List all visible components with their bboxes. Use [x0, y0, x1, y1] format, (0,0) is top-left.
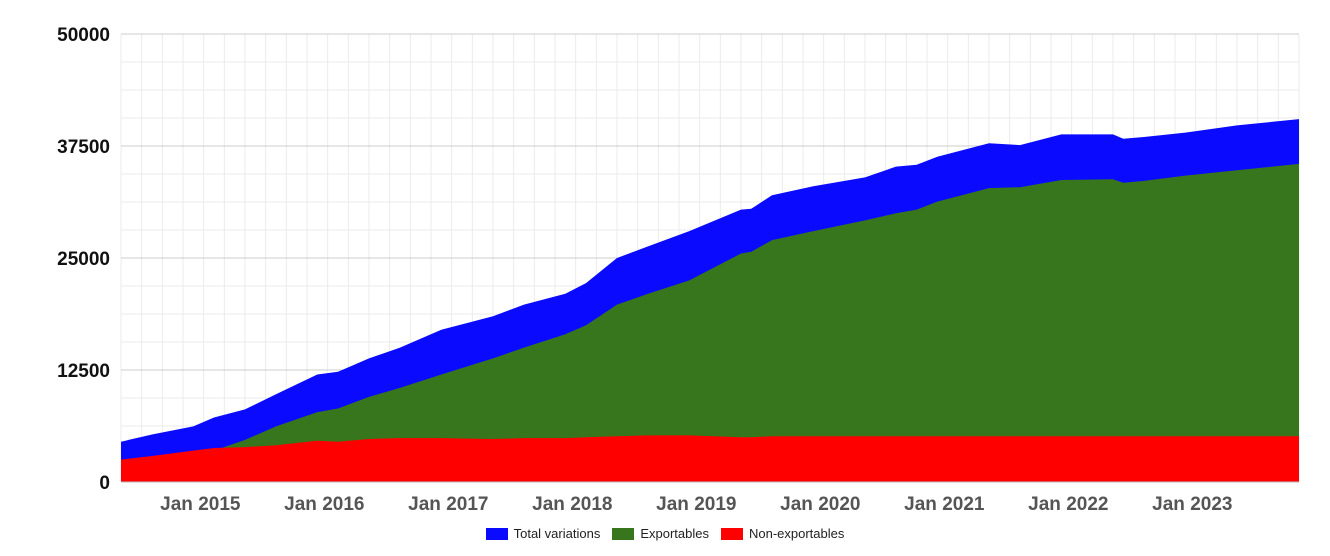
x-tick-label: Jan 2020 — [780, 494, 860, 515]
x-axis: Jan 2015 Jan 2016 Jan 2017 Jan 2018 Jan 2019… — [160, 494, 1232, 515]
x-tick-label: Jan 2017 — [408, 494, 488, 515]
area-exportables — [121, 163, 1299, 482]
x-tick-label: Jan 2015 — [160, 494, 241, 515]
legend-label-non-exportables: Non-exportables — [748, 526, 845, 541]
x-tick-label: Jan 2022 — [1028, 494, 1108, 515]
legend-swatch-non-exportables — [720, 527, 743, 540]
series-areas — [121, 119, 1299, 482]
x-tick-label: Jan 2023 — [1152, 494, 1232, 515]
legend-item-total-variations[interactable]: Total variations — [485, 526, 601, 541]
legend-label-total-variations: Total variations — [513, 526, 601, 541]
legend-swatch-total-variations — [485, 527, 508, 540]
y-axis: 0 12500 25000 37500 50000 — [57, 25, 1299, 494]
legend-label-exportables: Exportables — [640, 526, 709, 541]
x-tick-label: Jan 2016 — [284, 494, 364, 515]
legend-swatch-exportables — [612, 527, 635, 540]
legend-item-non-exportables[interactable]: Non-exportables — [720, 526, 845, 541]
area-non-exportables — [121, 435, 1299, 482]
y-tick-label: 50000 — [57, 25, 110, 46]
x-tick-label: Jan 2021 — [904, 494, 985, 515]
x-tick-label: Jan 2018 — [532, 494, 612, 515]
y-tick-label: 12500 — [57, 361, 110, 382]
y-tick-label: 37500 — [57, 137, 110, 158]
legend-item-exportables[interactable]: Exportables — [612, 526, 709, 541]
y-tick-label: 0 — [99, 473, 110, 494]
y-tick-label: 25000 — [57, 249, 110, 270]
x-tick-label: Jan 2019 — [656, 494, 736, 515]
legend: Total variations Exportables Non-exporta… — [0, 526, 1330, 541]
